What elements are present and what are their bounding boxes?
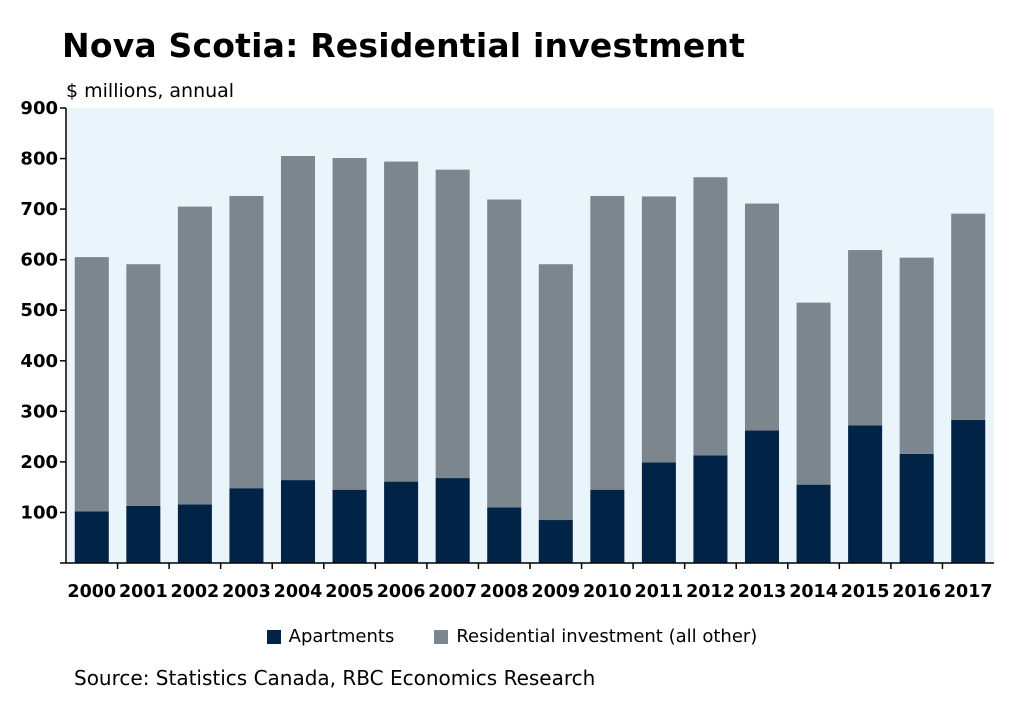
x-tick-label: 2004: [274, 582, 323, 602]
x-tick-label: 2014: [789, 582, 838, 602]
bar-other: [590, 195, 625, 490]
x-tick-label: 2000: [67, 582, 116, 602]
y-tick-label: 800: [20, 149, 58, 170]
chart-subtitle: $ millions, annual: [66, 80, 235, 102]
legend-label-other: Residential investment (all other): [456, 626, 758, 647]
chart-legend: Apartments Residential investment (all o…: [0, 626, 1024, 647]
bar-apartments: [744, 430, 780, 563]
bar-apartments: [384, 481, 419, 563]
bar-other: [74, 257, 109, 512]
x-tick-label: 2010: [583, 582, 632, 602]
bar-apartments: [899, 453, 934, 563]
x-tick-label: 2003: [222, 582, 271, 602]
bar-other: [332, 158, 367, 490]
x-tick-label: 2002: [171, 582, 220, 602]
y-tick-label: 200: [20, 452, 58, 473]
y-tick-label: 600: [20, 250, 58, 271]
x-tick-label: 2001: [119, 582, 168, 602]
bar-apartments: [435, 478, 470, 563]
x-tick-label: 2005: [325, 582, 374, 602]
bar-other: [487, 199, 522, 508]
bar-apartments: [332, 489, 367, 563]
bar-other: [899, 257, 934, 454]
x-tick-label: 2008: [480, 582, 529, 602]
y-tick-label: 700: [20, 199, 58, 220]
bar-apartments: [693, 455, 728, 563]
bar-other: [177, 206, 212, 505]
y-tick-label: 500: [20, 300, 58, 321]
bar-apartments: [641, 462, 676, 563]
bar-apartments: [229, 488, 264, 563]
bar-apartments: [848, 425, 883, 563]
y-tick-label: 900: [20, 98, 58, 119]
bar-other: [126, 264, 161, 506]
bar-apartments: [487, 507, 522, 563]
x-tick-label: 2011: [635, 582, 684, 602]
bar-other: [538, 264, 573, 521]
bar-other: [848, 250, 883, 426]
bar-other: [796, 302, 831, 485]
y-tick-label: 400: [20, 351, 58, 372]
bar-apartments: [280, 480, 316, 563]
bar-apartments: [74, 511, 109, 563]
x-tick-label: 2013: [738, 582, 787, 602]
bar-other: [280, 156, 316, 481]
y-tick-label: 100: [20, 502, 58, 523]
bar-other: [435, 169, 470, 479]
legend-swatch-other: [434, 629, 449, 644]
legend-item-apartments: Apartments: [266, 626, 395, 647]
x-tick-label: 2016: [892, 582, 941, 602]
bar-apartments: [951, 419, 986, 563]
legend-label-apartments: Apartments: [288, 626, 395, 647]
x-tick-label: 2017: [944, 582, 993, 602]
y-tick-label: 300: [20, 401, 58, 422]
bar-apartments: [796, 484, 831, 563]
bar-apartments: [177, 504, 212, 563]
bar-other: [744, 203, 780, 431]
chart-title: Nova Scotia: Residential investment: [62, 26, 746, 65]
bar-other: [951, 213, 986, 420]
x-tick-label: 2015: [841, 582, 890, 602]
plot-background: [66, 108, 994, 563]
bar-apartments: [126, 505, 161, 563]
legend-item-other: Residential investment (all other): [434, 626, 757, 647]
bar-apartments: [590, 489, 625, 563]
bar-other: [641, 196, 676, 463]
source-note: Source: Statistics Canada, RBC Economics…: [74, 666, 596, 690]
legend-swatch-apartments: [266, 629, 281, 644]
x-tick-label: 2007: [428, 582, 477, 602]
bar-other: [693, 177, 728, 456]
x-tick-label: 2009: [531, 582, 580, 602]
bar-other: [229, 195, 264, 489]
bar-other: [384, 161, 419, 482]
x-tick-label: 2012: [686, 582, 735, 602]
x-tick-label: 2006: [377, 582, 426, 602]
bar-apartments: [538, 520, 573, 563]
